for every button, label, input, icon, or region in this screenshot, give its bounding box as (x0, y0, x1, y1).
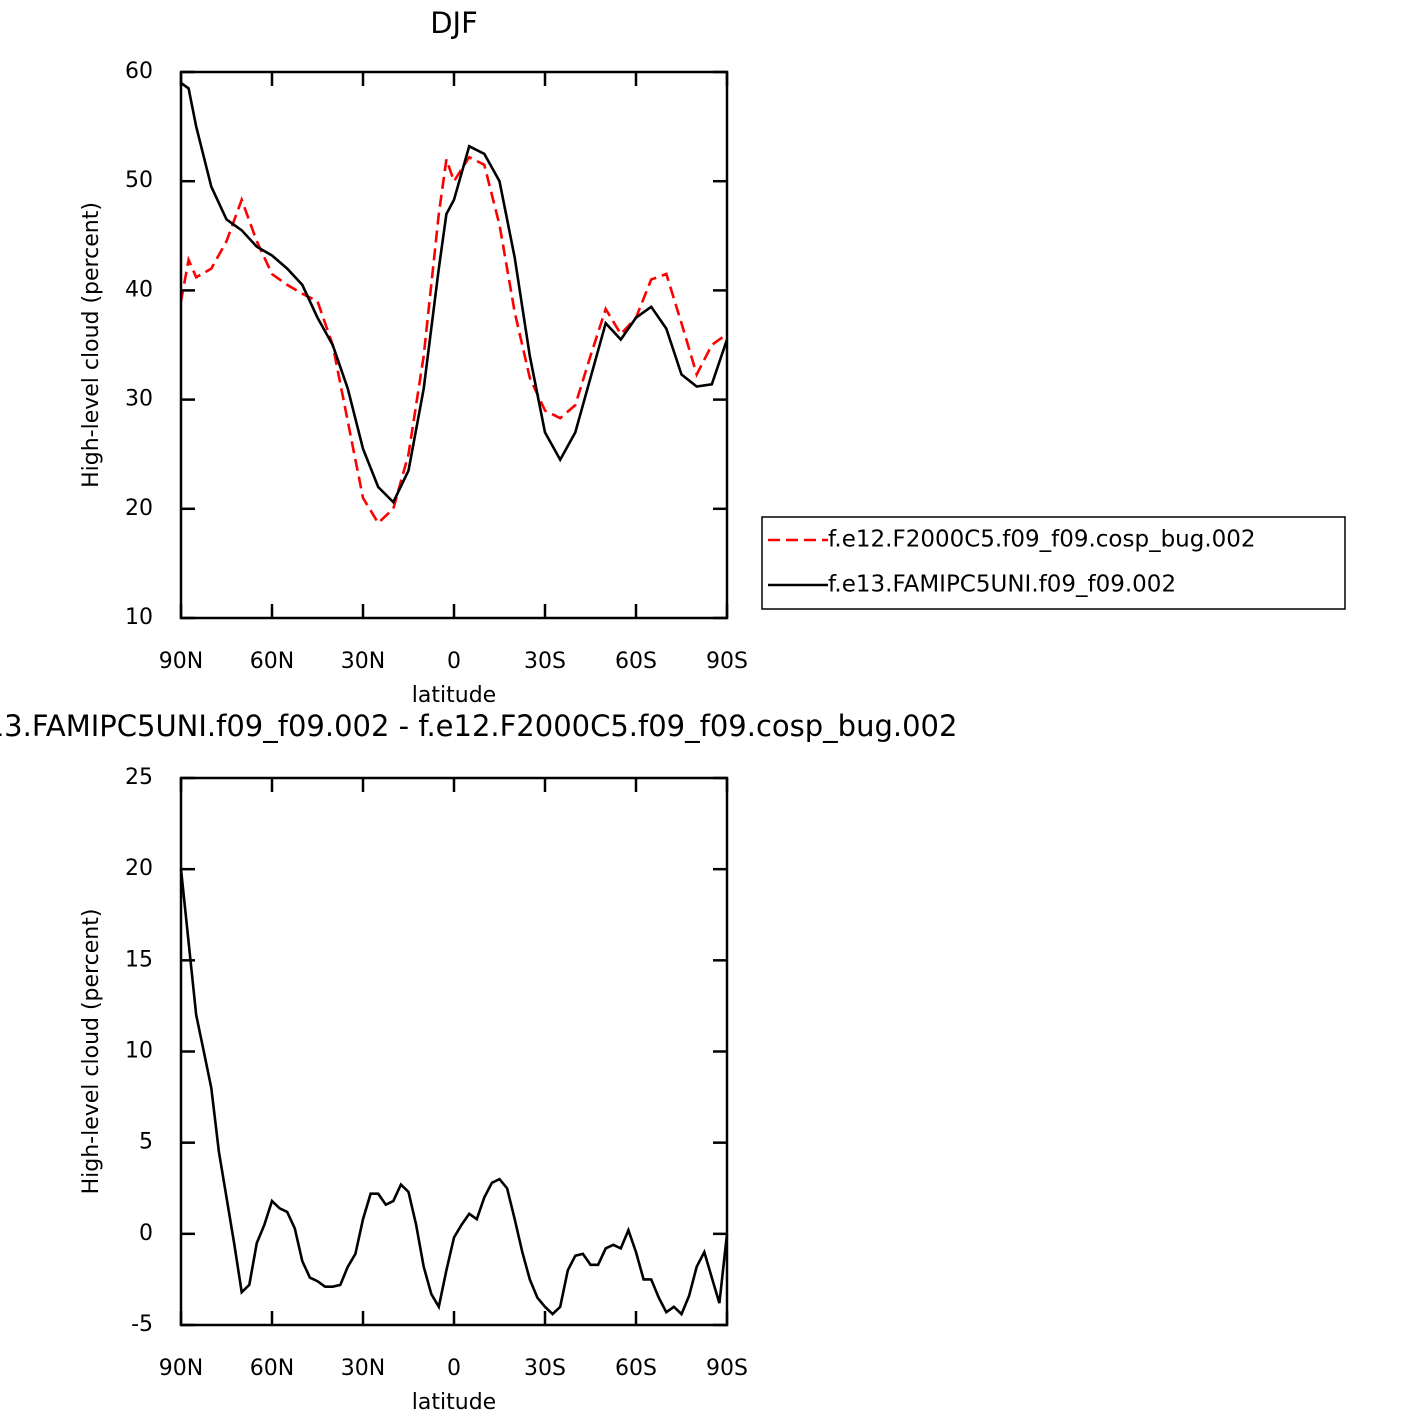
y-tick-label: 60 (125, 59, 153, 84)
x-tick-label: 60N (250, 1356, 294, 1381)
x-tick-label: 30N (341, 1356, 385, 1381)
x-tick-label: 90N (159, 1356, 203, 1381)
x-axis-label: latitude (412, 1390, 496, 1415)
x-tick-label: 30S (524, 1356, 566, 1381)
x-tick-label: 90N (159, 649, 203, 674)
x-tick-label: 90S (706, 649, 748, 674)
data-line (179, 869, 729, 1317)
y-tick-label: 0 (139, 1221, 153, 1246)
y-tick-label: 30 (125, 387, 153, 412)
data-line (180, 81, 729, 505)
chart-title: DJF (430, 6, 478, 40)
y-tick-label: 20 (125, 496, 153, 521)
y-tick-label: 5 (139, 1130, 153, 1155)
y-tick-label: 15 (125, 947, 153, 972)
y-tick-label: 50 (125, 168, 153, 193)
y-tick-label: -5 (131, 1312, 153, 1337)
x-axis-label: latitude (412, 683, 496, 708)
x-tick-label: 30S (524, 649, 566, 674)
x-tick-label: 60S (615, 649, 657, 674)
x-tick-label: 30N (341, 649, 385, 674)
data-line (179, 155, 728, 526)
legend-label: f.e13.FAMIPC5UNI.f09_f09.002 (828, 572, 1176, 598)
chart: DJF latitude High-level cloud (percent) 10 2… (79, 6, 1346, 708)
y-tick-label: 10 (125, 605, 153, 630)
x-tick-label: 0 (447, 649, 461, 674)
legend-box (761, 516, 1346, 610)
plot-frame (179, 70, 729, 620)
y-axis-label: High-level cloud (percent) (79, 202, 104, 488)
y-tick-label: 40 (125, 277, 153, 302)
legend-label: f.e12.F2000C5.f09_f09.cosp_bug.002 (828, 527, 1256, 553)
y-axis-label: High-level cloud (percent) (79, 909, 104, 1195)
x-tick-label: 60N (250, 649, 294, 674)
chart: f.e13.FAMIPC5UNI.f09_f09.002 - f.e12.F20… (0, 709, 957, 1415)
chart-title: f.e13.FAMIPC5UNI.f09_f09.002 - f.e12.F20… (0, 709, 957, 743)
y-tick-label: 20 (125, 856, 153, 881)
x-tick-label: 60S (615, 1356, 657, 1381)
x-tick-label: 90S (706, 1356, 748, 1381)
x-tick-label: 0 (447, 1356, 461, 1381)
y-tick-label: 10 (125, 1039, 153, 1064)
y-tick-label: 25 (125, 765, 153, 790)
